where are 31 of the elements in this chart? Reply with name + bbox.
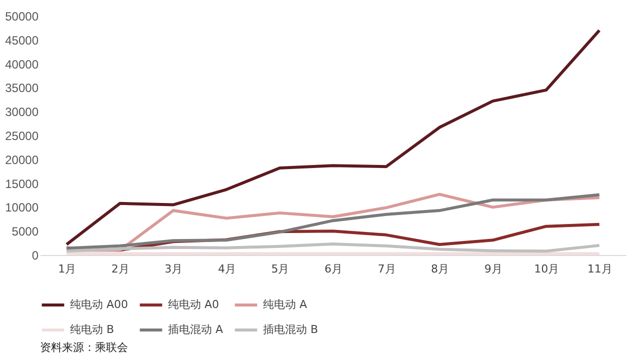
y-tick-label: 25000 (5, 129, 39, 143)
y-tick-label: 10000 (5, 200, 39, 215)
x-tick-label: 9月 (484, 262, 502, 276)
y-tick-label: 45000 (5, 33, 39, 48)
y-tick-label: 50000 (5, 10, 39, 24)
x-tick-label: 5月 (271, 262, 290, 276)
x-tick-label: 3月 (164, 262, 183, 276)
line-series (65, 28, 601, 246)
y-tick-label: 5000 (12, 224, 39, 239)
x-tick-label: 4月 (218, 262, 236, 276)
x-tick-label: 7月 (378, 262, 396, 276)
legend-label: 纯电动 A00 (70, 298, 128, 311)
y-tick-label: 30000 (5, 105, 39, 120)
x-tick-label: 8月 (431, 262, 450, 276)
y-tick-label: 0 (32, 248, 39, 262)
y-tick-label: 15000 (5, 176, 39, 191)
y-tick-label: 35000 (5, 81, 39, 96)
legend-label: 纯电动 B (70, 323, 114, 336)
text: 资料来源：乘联会 (40, 341, 128, 354)
x-tick-label: 11月 (587, 262, 612, 276)
line-series (65, 242, 601, 253)
legend-label: 插电混动 A (168, 323, 224, 336)
y-tick-label: 40000 (5, 57, 39, 72)
legend-label: 纯电动 A0 (168, 298, 220, 311)
x-tick-label: 1月 (58, 262, 76, 276)
x-tick-label: 6月 (324, 262, 342, 276)
y-tick-label: 20000 (5, 152, 39, 167)
x-tick-label: 2月 (111, 262, 130, 276)
legend-label: 插电混动 B (263, 323, 318, 336)
x-tick-label: 10月 (534, 262, 560, 276)
legend-label: 纯电动 A (263, 298, 308, 311)
